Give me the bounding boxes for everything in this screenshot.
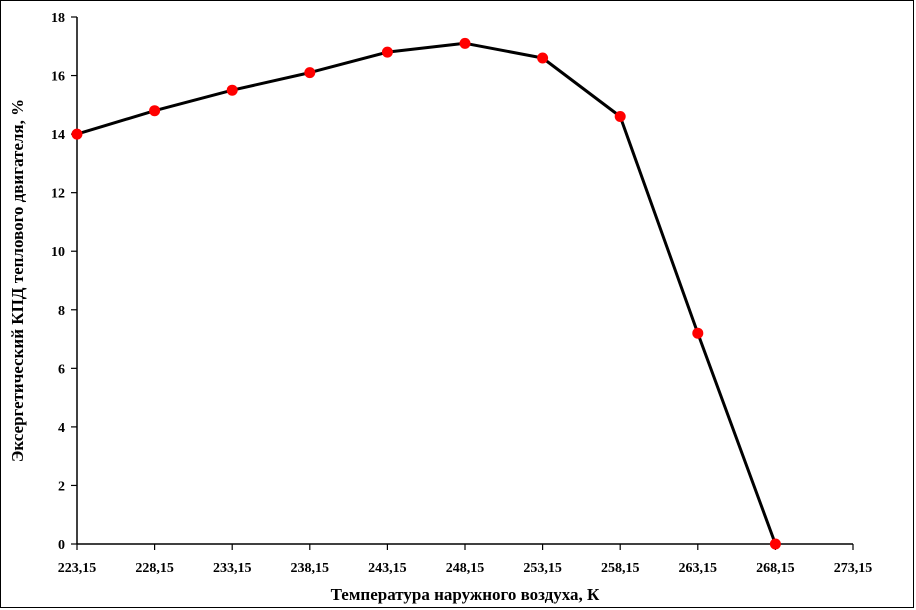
x-tick-label: 273,15 xyxy=(834,561,873,576)
data-point xyxy=(71,128,83,140)
x-tick-label: 253,15 xyxy=(523,561,562,576)
data-point xyxy=(692,327,704,339)
series-line xyxy=(76,41,777,545)
x-tick-label: 238,15 xyxy=(291,561,330,576)
y-tick-label: 16 xyxy=(51,70,65,85)
data-point xyxy=(459,37,471,49)
x-tick-label: 233,15 xyxy=(213,561,252,576)
series-group xyxy=(71,37,781,550)
data-point xyxy=(381,46,393,58)
data-point xyxy=(614,111,626,123)
data-point xyxy=(537,52,549,64)
y-tick-label: 14 xyxy=(51,128,65,143)
x-tick-label: 248,15 xyxy=(446,561,485,576)
y-tick-label: 8 xyxy=(58,304,65,319)
y-axis-title: Эксергетический КПД теплового двигателя,… xyxy=(8,99,27,462)
x-ticks: 223,15 228,15 233,15 238,15 243,15 248,15 253,… xyxy=(58,544,873,576)
x-tick-label: 268,15 xyxy=(756,561,795,576)
data-point xyxy=(304,67,316,79)
x-axis-title: Температура наружного воздуха, К xyxy=(331,585,600,604)
y-tick-label: 12 xyxy=(51,187,65,202)
data-point xyxy=(149,105,161,117)
data-point xyxy=(226,84,238,96)
x-tick-label: 223,15 xyxy=(58,561,97,576)
x-tick-label: 243,15 xyxy=(368,561,407,576)
y-tick-label: 4 xyxy=(58,421,65,436)
x-tick-label: 228,15 xyxy=(135,561,174,576)
y-tick-label: 6 xyxy=(58,362,65,377)
y-ticks: 0 2 4 6 8 10 12 14 16 18 xyxy=(51,11,77,553)
axes xyxy=(76,17,853,545)
x-tick-label: 258,15 xyxy=(601,561,640,576)
y-tick-label: 10 xyxy=(51,245,65,260)
y-tick-label: 2 xyxy=(58,479,65,494)
data-point xyxy=(769,538,781,550)
y-tick-label: 0 xyxy=(58,538,65,553)
x-tick-label: 263,15 xyxy=(679,561,718,576)
y-tick-label: 18 xyxy=(51,11,65,26)
